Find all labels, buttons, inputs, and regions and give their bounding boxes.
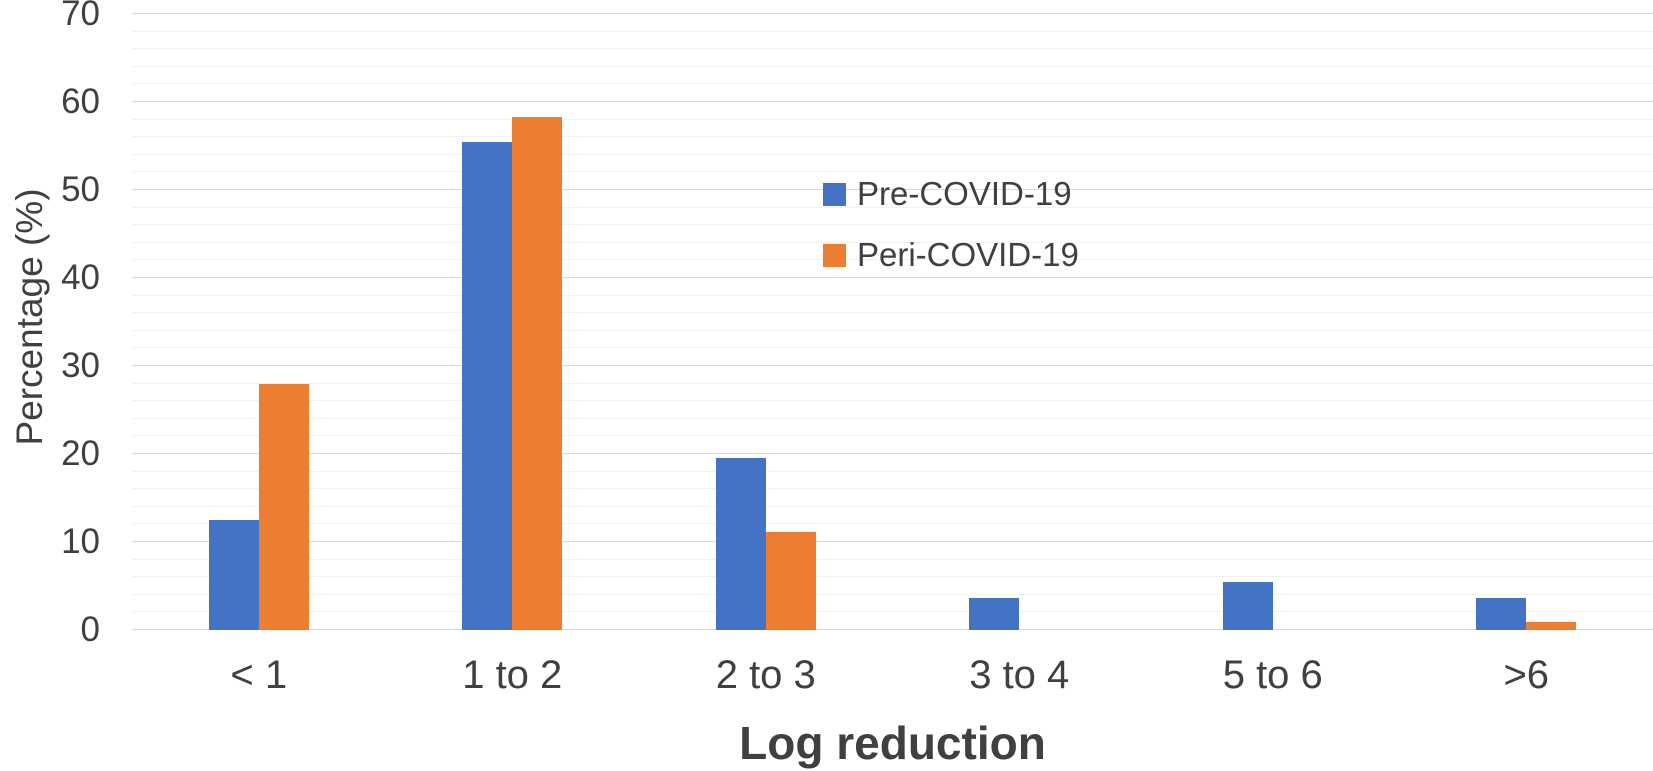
major-gridline: [132, 13, 1653, 14]
legend-item-peri-covid-19: Peri-COVID-19: [823, 234, 1079, 276]
minor-gridline: [132, 400, 1653, 402]
x-category-label-6: >6: [1503, 653, 1550, 697]
minor-gridline: [132, 171, 1653, 173]
plot-area: [132, 13, 1653, 630]
minor-gridline: [132, 611, 1653, 613]
x-category-label-3-to-4: 3 to 4: [969, 653, 1070, 697]
minor-gridline: [132, 523, 1653, 525]
x-category-label-1: < 1: [230, 653, 288, 697]
minor-gridline: [132, 206, 1653, 208]
y-tick-label-0: 0: [80, 610, 100, 649]
minor-gridline: [132, 347, 1653, 349]
x-category-label-1-to-2: 1 to 2: [462, 653, 563, 697]
major-gridline: [132, 365, 1653, 366]
minor-gridline: [132, 593, 1653, 595]
x-category-label-5-to-6: 5 to 6: [1222, 653, 1323, 697]
minor-gridline: [132, 558, 1653, 560]
legend-label-peri-covid-19: Peri-COVID-19: [857, 236, 1079, 273]
y-axis-title: Percentage (%): [9, 188, 50, 446]
major-gridline: [132, 629, 1653, 630]
minor-gridline: [132, 224, 1653, 226]
y-tick-label-40: 40: [61, 258, 100, 297]
minor-gridline: [132, 136, 1653, 138]
legend-label-pre-covid-19: Pre-COVID-19: [857, 175, 1072, 212]
y-tick-label-60: 60: [61, 82, 100, 121]
bar-pre-covid-19-1-to-2: [462, 142, 513, 630]
minor-gridline: [132, 312, 1653, 314]
bar-peri-covid-19-1-to-2: [512, 116, 563, 630]
bar-pre-covid-19-1: [208, 520, 259, 630]
bar-peri-covid-19-1: [258, 384, 309, 630]
x-category-label-2-to-3: 2 to 3: [715, 653, 816, 697]
bar-peri-covid-19-2-to-3: [765, 532, 816, 630]
y-tick-label-10: 10: [61, 522, 100, 561]
major-gridline: [132, 101, 1653, 102]
legend-swatch-icon-pre-covid-19: [823, 182, 846, 206]
major-gridline: [132, 453, 1653, 454]
y-tick-label-70: 70: [61, 0, 100, 33]
bar-pre-covid-19-3-to-4: [969, 598, 1020, 630]
minor-gridline: [132, 259, 1653, 261]
legend-item-pre-covid-19: Pre-COVID-19: [823, 173, 1079, 215]
bar-pre-covid-19-2-to-3: [715, 457, 766, 630]
minor-gridline: [132, 118, 1653, 120]
minor-gridline: [132, 382, 1653, 384]
minor-gridline: [132, 48, 1653, 50]
minor-gridline: [132, 576, 1653, 578]
minor-gridline: [132, 83, 1653, 85]
y-tick-label-30: 30: [61, 346, 100, 385]
x-axis-title: Log reduction: [739, 717, 1046, 769]
y-tick-label-20: 20: [61, 434, 100, 473]
minor-gridline: [132, 294, 1653, 296]
minor-gridline: [132, 488, 1653, 490]
minor-gridline: [132, 65, 1653, 67]
minor-gridline: [132, 435, 1653, 437]
minor-gridline: [132, 470, 1653, 472]
minor-gridline: [132, 417, 1653, 419]
minor-gridline: [132, 153, 1653, 155]
minor-gridline: [132, 241, 1653, 243]
bar-pre-covid-19-5-to-6: [1222, 582, 1273, 630]
y-tick-label-50: 50: [61, 170, 100, 209]
legend-swatch-icon-peri-covid-19: [823, 243, 846, 267]
minor-gridline: [132, 329, 1653, 331]
major-gridline: [132, 189, 1653, 190]
minor-gridline: [132, 30, 1653, 32]
bar-peri-covid-19-6: [1526, 622, 1577, 630]
legend: Pre-COVID-19 Peri-COVID-19: [823, 173, 1079, 295]
major-gridline: [132, 277, 1653, 278]
major-gridline: [132, 541, 1653, 542]
bar-pre-covid-19-6: [1476, 598, 1527, 630]
minor-gridline: [132, 505, 1653, 507]
